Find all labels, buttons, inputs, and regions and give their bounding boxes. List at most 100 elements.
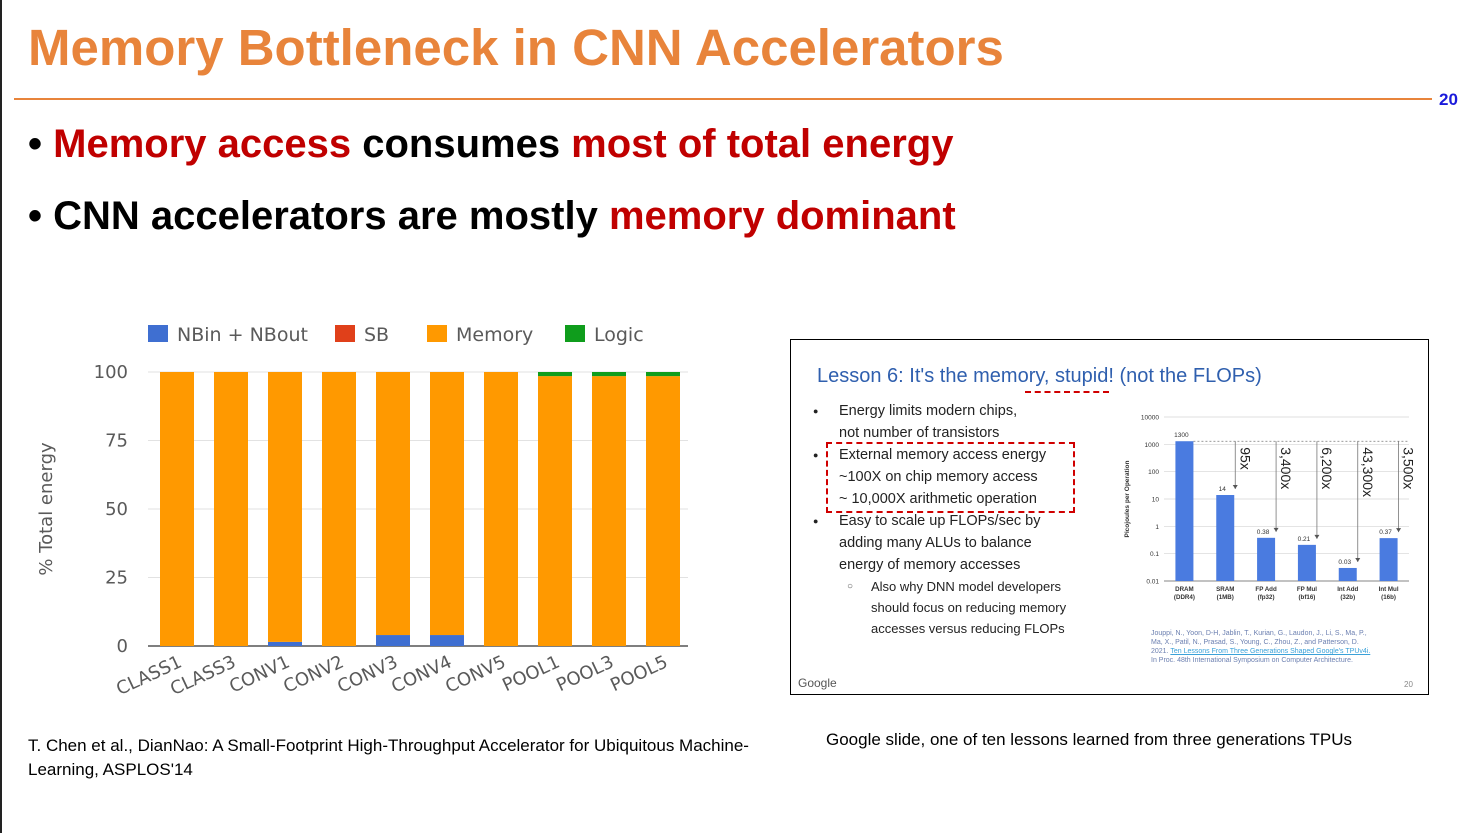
legend-label: Memory — [456, 324, 533, 346]
bar-segment — [538, 376, 572, 646]
energy-per-op-chart: 0.01 0.1 1 10 100 1000 10000 Picojoules per Ope… — [1124, 415, 1417, 602]
bullet-memory-access: • Memory access consumes most of total e… — [28, 122, 953, 167]
bar-segment — [430, 372, 464, 636]
bar-segment — [160, 372, 194, 646]
x-tick-label: POOL5 — [607, 651, 671, 696]
x-tick-label: CONV2 — [280, 651, 347, 697]
y-tick-label: 0.1 — [1150, 551, 1159, 558]
lesson-bullet: Energy limits modern chips, not number o… — [813, 400, 1066, 444]
diannao-citation: T. Chen et al., DianNao: A Small-Footpri… — [28, 736, 749, 779]
bar — [1216, 495, 1235, 581]
bar-segment — [376, 635, 410, 646]
bullet-text-part: most of total energy — [571, 122, 954, 166]
y-axis-label: Picojoules per Operation — [1124, 461, 1131, 538]
legend-swatch — [565, 325, 585, 342]
ratio-arrowhead — [1314, 534, 1320, 539]
ratio-arrowhead — [1396, 528, 1402, 533]
bar-value-label: 14 — [1219, 486, 1227, 493]
lesson-slide-number: 20 — [1404, 680, 1413, 689]
bar-segment — [268, 641, 302, 646]
lesson-bullet-list: Energy limits modern chips, not number o… — [813, 400, 1066, 639]
google-brand: Google — [798, 676, 837, 690]
legend-label: NBin + NBout — [177, 324, 308, 346]
x-tick-label: (32b) — [1340, 594, 1355, 601]
y-tick-label: 10 — [1152, 497, 1160, 504]
lesson-bullet-line: Energy limits modern chips, — [839, 403, 1018, 419]
y-tick-label: 1000 — [1145, 442, 1160, 449]
ratio-arrowhead — [1355, 557, 1361, 562]
tpu-reference: Jouppi, N., Yoon, D-H, Jablin, T., Kuria… — [1151, 629, 1421, 665]
lesson-bullet: External memory access energy ~100X on c… — [813, 444, 1066, 510]
bar-value-label: 0.38 — [1257, 529, 1270, 536]
bar — [1257, 537, 1276, 581]
bar-value-label: 1300 — [1174, 432, 1189, 439]
bar — [1379, 538, 1398, 581]
bar — [1175, 441, 1194, 581]
x-tick-label: (1MB) — [1217, 594, 1234, 601]
bar-value-label: 0.37 — [1379, 529, 1392, 536]
y-tick-label: 100 — [1148, 469, 1159, 476]
bullet-text-part: CNN accelerators are mostly — [53, 194, 609, 238]
ratio-label: 6,200x — [1319, 447, 1335, 489]
ratio-label: 3,500x — [1401, 447, 1417, 489]
lesson-title: Lesson 6: It's the memory, stupid! (not … — [817, 365, 1262, 387]
bar — [1338, 567, 1357, 581]
google-lesson-slide: Lesson 6: It's the memory, stupid! (not … — [790, 339, 1429, 695]
legend-label: Logic — [594, 324, 644, 346]
bar-segment — [592, 372, 626, 377]
bullet-memory-dominant: • CNN accelerators are mostly memory dom… — [28, 194, 956, 239]
reference-year: 2021. — [1151, 648, 1169, 655]
lesson-bullet-line: ~ 10,000X arithmetic operation — [839, 491, 1037, 507]
bar-segment — [592, 376, 626, 646]
bullet-text-part: Memory access — [53, 122, 352, 166]
title-divider — [14, 98, 1432, 100]
ratio-label: 43,300x — [1360, 447, 1376, 497]
x-tick-label: (fp32) — [1258, 594, 1275, 601]
page-number: 20 — [1439, 90, 1458, 109]
bar — [1297, 544, 1316, 581]
reference-paper-link[interactable]: Ten Lessons From Three Generations Shape… — [1170, 648, 1371, 655]
legend-swatch — [427, 325, 447, 342]
lesson-sub-bullet-line: accesses versus reducing FLOPs — [871, 621, 1065, 636]
ratio-label: 3,400x — [1278, 447, 1294, 489]
bar-value-label: 0.03 — [1338, 559, 1351, 566]
x-tick-label: POOL3 — [553, 651, 617, 696]
x-tick-label: (DDR4) — [1174, 594, 1195, 601]
legend-swatch — [335, 325, 355, 342]
legend-swatch — [148, 325, 168, 342]
x-tick-label: (16b) — [1381, 594, 1396, 601]
x-tick-label: CONV3 — [334, 651, 401, 697]
x-tick-label: DRAM — [1175, 586, 1194, 593]
lesson-sub-bullet-line: Also why DNN model developers — [871, 579, 1062, 594]
y-tick-label: 25 — [105, 568, 128, 589]
bar-segment — [484, 372, 518, 646]
reference-line: Ma, X., Patil, N., Prasad, S., Young, C.… — [1151, 639, 1359, 646]
bullet-marker: • — [28, 122, 54, 166]
x-tick-label: CONV4 — [388, 651, 455, 697]
lesson-bullet-line: adding many ALUs to balance — [839, 535, 1032, 551]
ratio-arrowhead — [1232, 485, 1238, 490]
x-tick-label: SRAM — [1216, 586, 1234, 593]
y-axis-label: % Total energy — [36, 442, 57, 576]
bar-segment — [646, 376, 680, 646]
y-tick-label: 50 — [105, 499, 128, 520]
y-tick-label: 100 — [94, 362, 128, 383]
y-tick-label: 0.01 — [1146, 579, 1159, 586]
lesson-sub-bullet-line: should focus on reducing memory — [871, 600, 1067, 615]
bar-segment — [646, 372, 680, 377]
x-tick-label: CONV5 — [442, 651, 509, 697]
bar-segment — [214, 372, 248, 646]
y-tick-label: 0 — [117, 636, 128, 657]
bullet-marker: • — [28, 194, 54, 238]
x-tick-label: Int Mul — [1379, 586, 1399, 593]
x-tick-label: CONV1 — [226, 651, 293, 697]
bar-segment — [268, 372, 302, 642]
y-tick-label: 75 — [105, 431, 128, 452]
ratio-label: 95x — [1237, 447, 1253, 470]
bullet-text-part: memory dominant — [608, 194, 956, 238]
google-slide-caption: Google slide, one of ten lessons learned… — [826, 730, 1353, 749]
bar-segment — [376, 372, 410, 636]
memory-highlight-underline — [1025, 391, 1109, 393]
bar-segment — [538, 372, 572, 377]
